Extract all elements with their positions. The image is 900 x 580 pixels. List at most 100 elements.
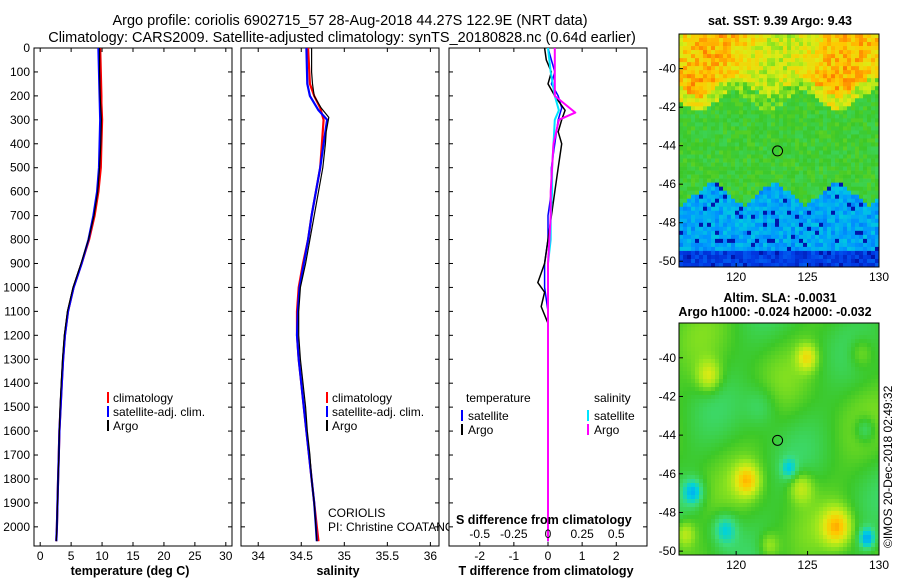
sla-cell — [755, 467, 760, 472]
sst-cell — [807, 230, 812, 236]
sla-cell — [699, 407, 704, 412]
sst-cell — [867, 214, 872, 220]
sla-cell — [727, 447, 732, 452]
sla-cell — [687, 435, 692, 440]
sla-cell — [871, 407, 876, 412]
sst-cell — [775, 42, 780, 47]
sst-cell — [783, 78, 788, 83]
sst-cell — [839, 82, 844, 87]
sla-cell — [863, 455, 868, 460]
sst-cell — [823, 142, 828, 147]
sla-cell — [823, 431, 828, 436]
sst-cell — [799, 226, 804, 232]
sla-cell — [707, 411, 712, 416]
sst-cell — [775, 158, 780, 163]
sst-cell — [847, 110, 852, 115]
sla-cell — [855, 427, 860, 432]
sla-cell — [855, 355, 860, 360]
sst-cell — [795, 106, 800, 111]
sst-cell — [723, 98, 728, 103]
sst-cell — [839, 170, 844, 175]
sst-cell — [739, 206, 744, 212]
sst-cell — [847, 94, 852, 99]
sst-cell — [823, 114, 828, 119]
sst-cell — [707, 154, 712, 159]
sla-cell — [823, 387, 828, 392]
sst-cell — [703, 50, 708, 55]
sla-cell — [811, 463, 816, 468]
sst-cell — [835, 206, 840, 212]
x-tick-label: 0 — [545, 549, 552, 563]
sst-cell — [751, 158, 756, 163]
sst-cell — [859, 190, 864, 195]
sla-cell — [735, 439, 740, 444]
sst-cell — [767, 210, 772, 216]
sst-cell — [787, 194, 792, 200]
sla-cell — [695, 447, 700, 452]
sla-cell — [835, 423, 840, 428]
sla-cell — [759, 351, 764, 356]
sla-cell — [807, 331, 812, 336]
sst-cell — [803, 162, 808, 167]
sst-cell — [787, 146, 792, 151]
sla-cell — [711, 463, 716, 468]
sst-cell — [775, 234, 780, 240]
sla-cell — [691, 411, 696, 416]
sla-cell — [783, 439, 788, 444]
sst-cell — [771, 82, 776, 87]
sla-cell — [823, 423, 828, 428]
sst-cell — [703, 86, 708, 91]
sst-cell — [775, 238, 780, 244]
sst-cell — [851, 190, 856, 195]
sst-cell — [703, 94, 708, 99]
sst-cell — [719, 154, 724, 159]
sla-cell — [819, 395, 824, 400]
sst-cell — [755, 34, 760, 39]
sst-cell — [751, 198, 756, 204]
sst-cell — [691, 50, 696, 55]
sst-cell — [759, 230, 764, 236]
sst-cell — [719, 194, 724, 200]
sst-cell — [823, 46, 828, 51]
sst-cell — [695, 246, 700, 252]
s-difference-tick-label: 0 — [545, 527, 552, 541]
sst-cell — [763, 250, 768, 256]
sla-cell — [715, 431, 720, 436]
sla-cell — [703, 323, 708, 328]
sst-cell — [855, 110, 860, 115]
sst-cell — [751, 138, 756, 143]
sla-cell — [711, 427, 716, 432]
sst-cell — [843, 54, 848, 59]
sla-cell — [683, 411, 688, 416]
sla-cell — [711, 327, 716, 332]
sst-cell — [783, 154, 788, 159]
sst-cell — [703, 150, 708, 155]
sst-cell — [679, 78, 684, 83]
sst-cell — [815, 110, 820, 115]
sla-cell — [827, 403, 832, 408]
sst-cell — [775, 82, 780, 87]
sla-cell — [843, 339, 848, 344]
sst-cell — [811, 130, 816, 135]
sst-cell — [743, 102, 748, 107]
sst-cell — [755, 126, 760, 131]
sst-cell — [771, 114, 776, 119]
sst-cell — [727, 62, 732, 67]
sst-cell — [791, 82, 796, 87]
sst-cell — [763, 102, 768, 107]
sla-cell — [711, 347, 716, 352]
sst-cell — [787, 150, 792, 155]
sla-cell — [747, 467, 752, 472]
sst-cell — [711, 82, 716, 87]
sla-cell — [743, 435, 748, 440]
legend-label: satellite — [594, 409, 635, 423]
sst-cell — [679, 122, 684, 127]
sst-cell — [751, 206, 756, 212]
sla-cell — [827, 407, 832, 412]
sla-cell — [855, 347, 860, 352]
sla-cell — [859, 459, 864, 464]
sla-cell — [847, 455, 852, 460]
sst-cell — [831, 194, 836, 200]
sst-cell — [719, 38, 724, 43]
sla-cell — [695, 347, 700, 352]
